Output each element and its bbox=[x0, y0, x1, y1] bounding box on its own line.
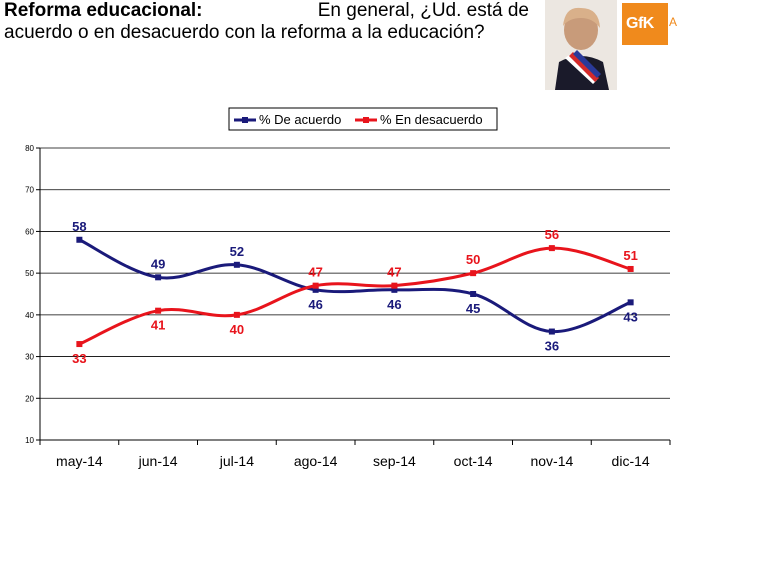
y-tick-label: 30 bbox=[25, 353, 34, 362]
legend-label-acuerdo: % De acuerdo bbox=[259, 112, 341, 127]
data-point bbox=[233, 261, 240, 268]
data-label: 45 bbox=[466, 301, 480, 316]
data-point bbox=[548, 245, 555, 252]
data-point bbox=[233, 311, 240, 318]
legend-marker-desacuerdo bbox=[363, 117, 369, 123]
logo-tail-text: A bbox=[669, 15, 678, 29]
data-point bbox=[155, 307, 162, 314]
x-tick-label: may-14 bbox=[56, 453, 103, 469]
x-tick-label: ago-14 bbox=[294, 453, 338, 469]
question-header: Reforma educacional: En general, ¿Ud. es… bbox=[4, 0, 529, 44]
data-point bbox=[312, 286, 319, 293]
data-label: 41 bbox=[151, 318, 165, 333]
data-label: 46 bbox=[308, 297, 322, 312]
header-question-start: En general, ¿Ud. está de bbox=[317, 0, 529, 21]
y-tick-label: 60 bbox=[25, 227, 34, 236]
series: 58 49 52 46 46 45 36 43 33 41 40 47 47 50 56 51 bbox=[72, 219, 638, 366]
portrait-photo bbox=[545, 0, 617, 90]
data-label: 49 bbox=[151, 256, 165, 271]
y-tick-label: 40 bbox=[25, 311, 34, 320]
data-point bbox=[76, 236, 83, 243]
data-label: 46 bbox=[387, 297, 401, 312]
x-tick-label: jun-14 bbox=[138, 453, 178, 469]
data-point bbox=[391, 282, 398, 289]
data-label: 52 bbox=[230, 244, 244, 259]
x-tick-label: sep-14 bbox=[373, 453, 416, 469]
y-tick-label: 50 bbox=[25, 269, 34, 278]
data-point bbox=[470, 270, 477, 277]
x-tick-label: nov-14 bbox=[530, 453, 573, 469]
data-point bbox=[627, 299, 634, 306]
legend: % De acuerdo % En desacuerdo bbox=[228, 107, 498, 131]
logo-text: GfK bbox=[626, 15, 654, 32]
legend-label-desacuerdo: % En desacuerdo bbox=[380, 112, 483, 127]
header-line-2: acuerdo o en desacuerdo con la reforma a… bbox=[4, 22, 485, 43]
data-point bbox=[627, 265, 634, 272]
data-label: 33 bbox=[72, 351, 86, 366]
data-point bbox=[312, 282, 319, 289]
y-tick-label: 20 bbox=[25, 394, 34, 403]
header-line-1: Reforma educacional: En general, ¿Ud. es… bbox=[4, 0, 529, 22]
y-tick-label: 80 bbox=[25, 144, 34, 153]
x-tick-label: oct-14 bbox=[454, 453, 493, 469]
data-label: 50 bbox=[466, 252, 480, 267]
series-line-0 bbox=[78, 238, 632, 334]
data-label: 47 bbox=[308, 265, 322, 280]
data-point bbox=[76, 341, 83, 348]
grid bbox=[40, 147, 670, 441]
data-point bbox=[548, 328, 555, 335]
data-label: 56 bbox=[545, 227, 559, 242]
data-label: 47 bbox=[387, 265, 401, 280]
y-tick-label: 10 bbox=[25, 436, 34, 445]
x-tick-label: dic-14 bbox=[612, 453, 650, 469]
x-tick-label: jul-14 bbox=[219, 453, 254, 469]
series-line-1 bbox=[78, 246, 632, 346]
data-point bbox=[470, 291, 477, 297]
data-label: 43 bbox=[623, 309, 637, 324]
data-label: 36 bbox=[545, 339, 559, 354]
data-label: 58 bbox=[72, 219, 86, 234]
legend-marker-acuerdo bbox=[242, 117, 248, 123]
axes: 10 20 30 40 50 60 70 80 may-14 jun-14 jul-14 ago-14… bbox=[25, 144, 671, 469]
y-tick-label: 70 bbox=[25, 186, 34, 195]
gfk-logo: GfK bbox=[622, 3, 668, 45]
data-point bbox=[391, 286, 398, 293]
line-chart: % De acuerdo % En desacuerdo 10 20 30 40 50 6… bbox=[25, 107, 671, 469]
header-title: Reforma educacional: bbox=[4, 0, 203, 21]
data-label: 40 bbox=[230, 322, 244, 337]
data-label: 51 bbox=[623, 248, 637, 263]
data-point bbox=[155, 274, 162, 281]
